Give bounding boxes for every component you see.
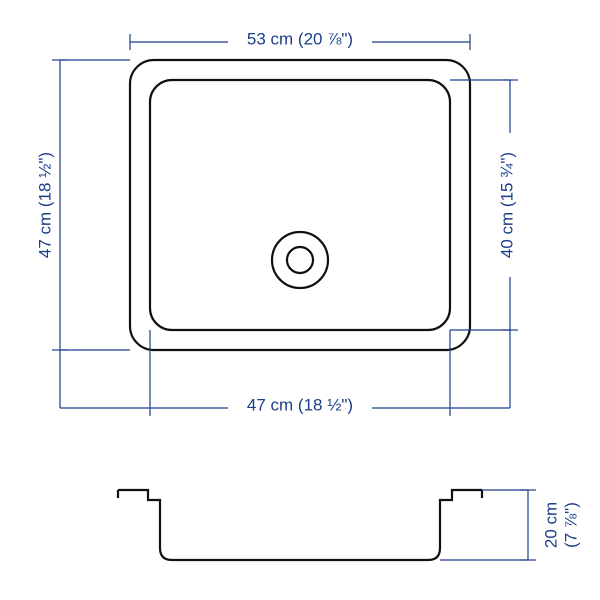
- dimension-diagram: 53 cm (20 ⅞") 47 cm (18 ½") 47 cm (18 ½"…: [0, 0, 600, 600]
- dim-left-height: 47 cm (18 ½"): [34, 60, 130, 408]
- dim-right-inner-label: 40 cm (15 ¾"): [497, 152, 516, 258]
- dim-top-width-label: 53 cm (20 ⅞"): [247, 29, 353, 48]
- dim-left-height-label: 47 cm (18 ½"): [35, 152, 54, 258]
- top-view: [130, 60, 470, 350]
- drain-inner: [287, 247, 313, 273]
- sink-outer-rim: [130, 60, 470, 350]
- dimensions: 53 cm (20 ⅞") 47 cm (18 ½") 47 cm (18 ½"…: [34, 28, 580, 560]
- dim-bottom-width-label: 47 cm (18 ½"): [247, 395, 353, 414]
- side-view: [118, 490, 482, 560]
- dim-top-width: 53 cm (20 ⅞"): [130, 28, 470, 52]
- drain-outer: [272, 232, 328, 288]
- dim-right-inner: 40 cm (15 ¾"): [450, 80, 520, 408]
- sink-basin: [150, 80, 450, 330]
- dim-bottom-width: 47 cm (18 ½"): [60, 330, 510, 418]
- dim-depth: 20 cm (7 ⅞"): [440, 490, 580, 560]
- dim-depth-label: 20 cm: [541, 502, 560, 548]
- dim-depth-sub: (7 ⅞"): [561, 502, 580, 548]
- sink-profile: [118, 490, 482, 560]
